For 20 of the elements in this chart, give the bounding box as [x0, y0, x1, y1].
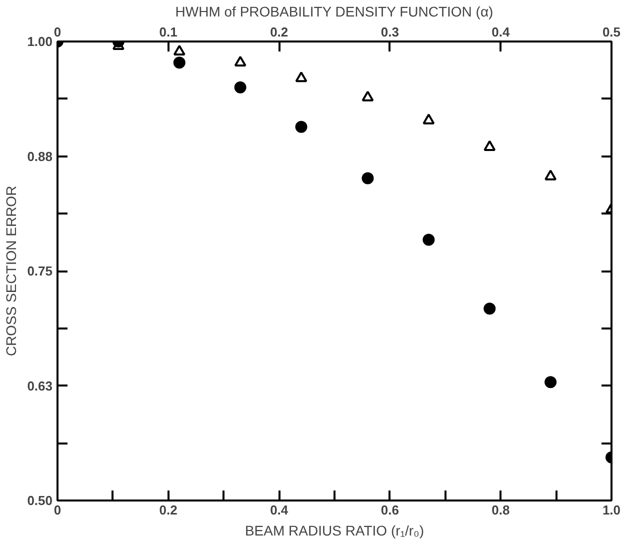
x-tick-label: 0.6 — [380, 502, 399, 518]
x-tick-label: 0.4 — [270, 502, 289, 518]
x-axis-title: BEAM RADIUS RATIO (r₁/r₀) — [244, 522, 424, 538]
x-tick-label: 0 — [54, 502, 62, 518]
x2-tick-label: 0.3 — [380, 24, 399, 40]
x2-tick-label: 0.4 — [492, 24, 511, 40]
x2-tick-label: 0.2 — [270, 24, 288, 40]
y-tick-label: 0.75 — [27, 264, 53, 278]
x2-axis-title: HWHM of PROBABILITY DENSITY FUNCTION (α) — [175, 4, 494, 20]
y-tick-label: 0.88 — [27, 148, 53, 164]
y-tick-label: 0.63 — [27, 378, 53, 394]
x-tick-label: 0.8 — [492, 502, 510, 518]
y-axis-title: CROSS SECTION ERROR — [3, 186, 20, 356]
x2-tick-label: 0 — [54, 24, 62, 40]
x2-tick-label: 0.1 — [159, 24, 178, 40]
y-tick-label: 0.50 — [27, 493, 53, 508]
x-tick-label: 1.0 — [602, 502, 621, 518]
y-tick-label: 1.00 — [27, 34, 53, 49]
x-tick-label: 0.2 — [159, 502, 178, 518]
x2-tick-label: 0.5 — [602, 24, 621, 40]
